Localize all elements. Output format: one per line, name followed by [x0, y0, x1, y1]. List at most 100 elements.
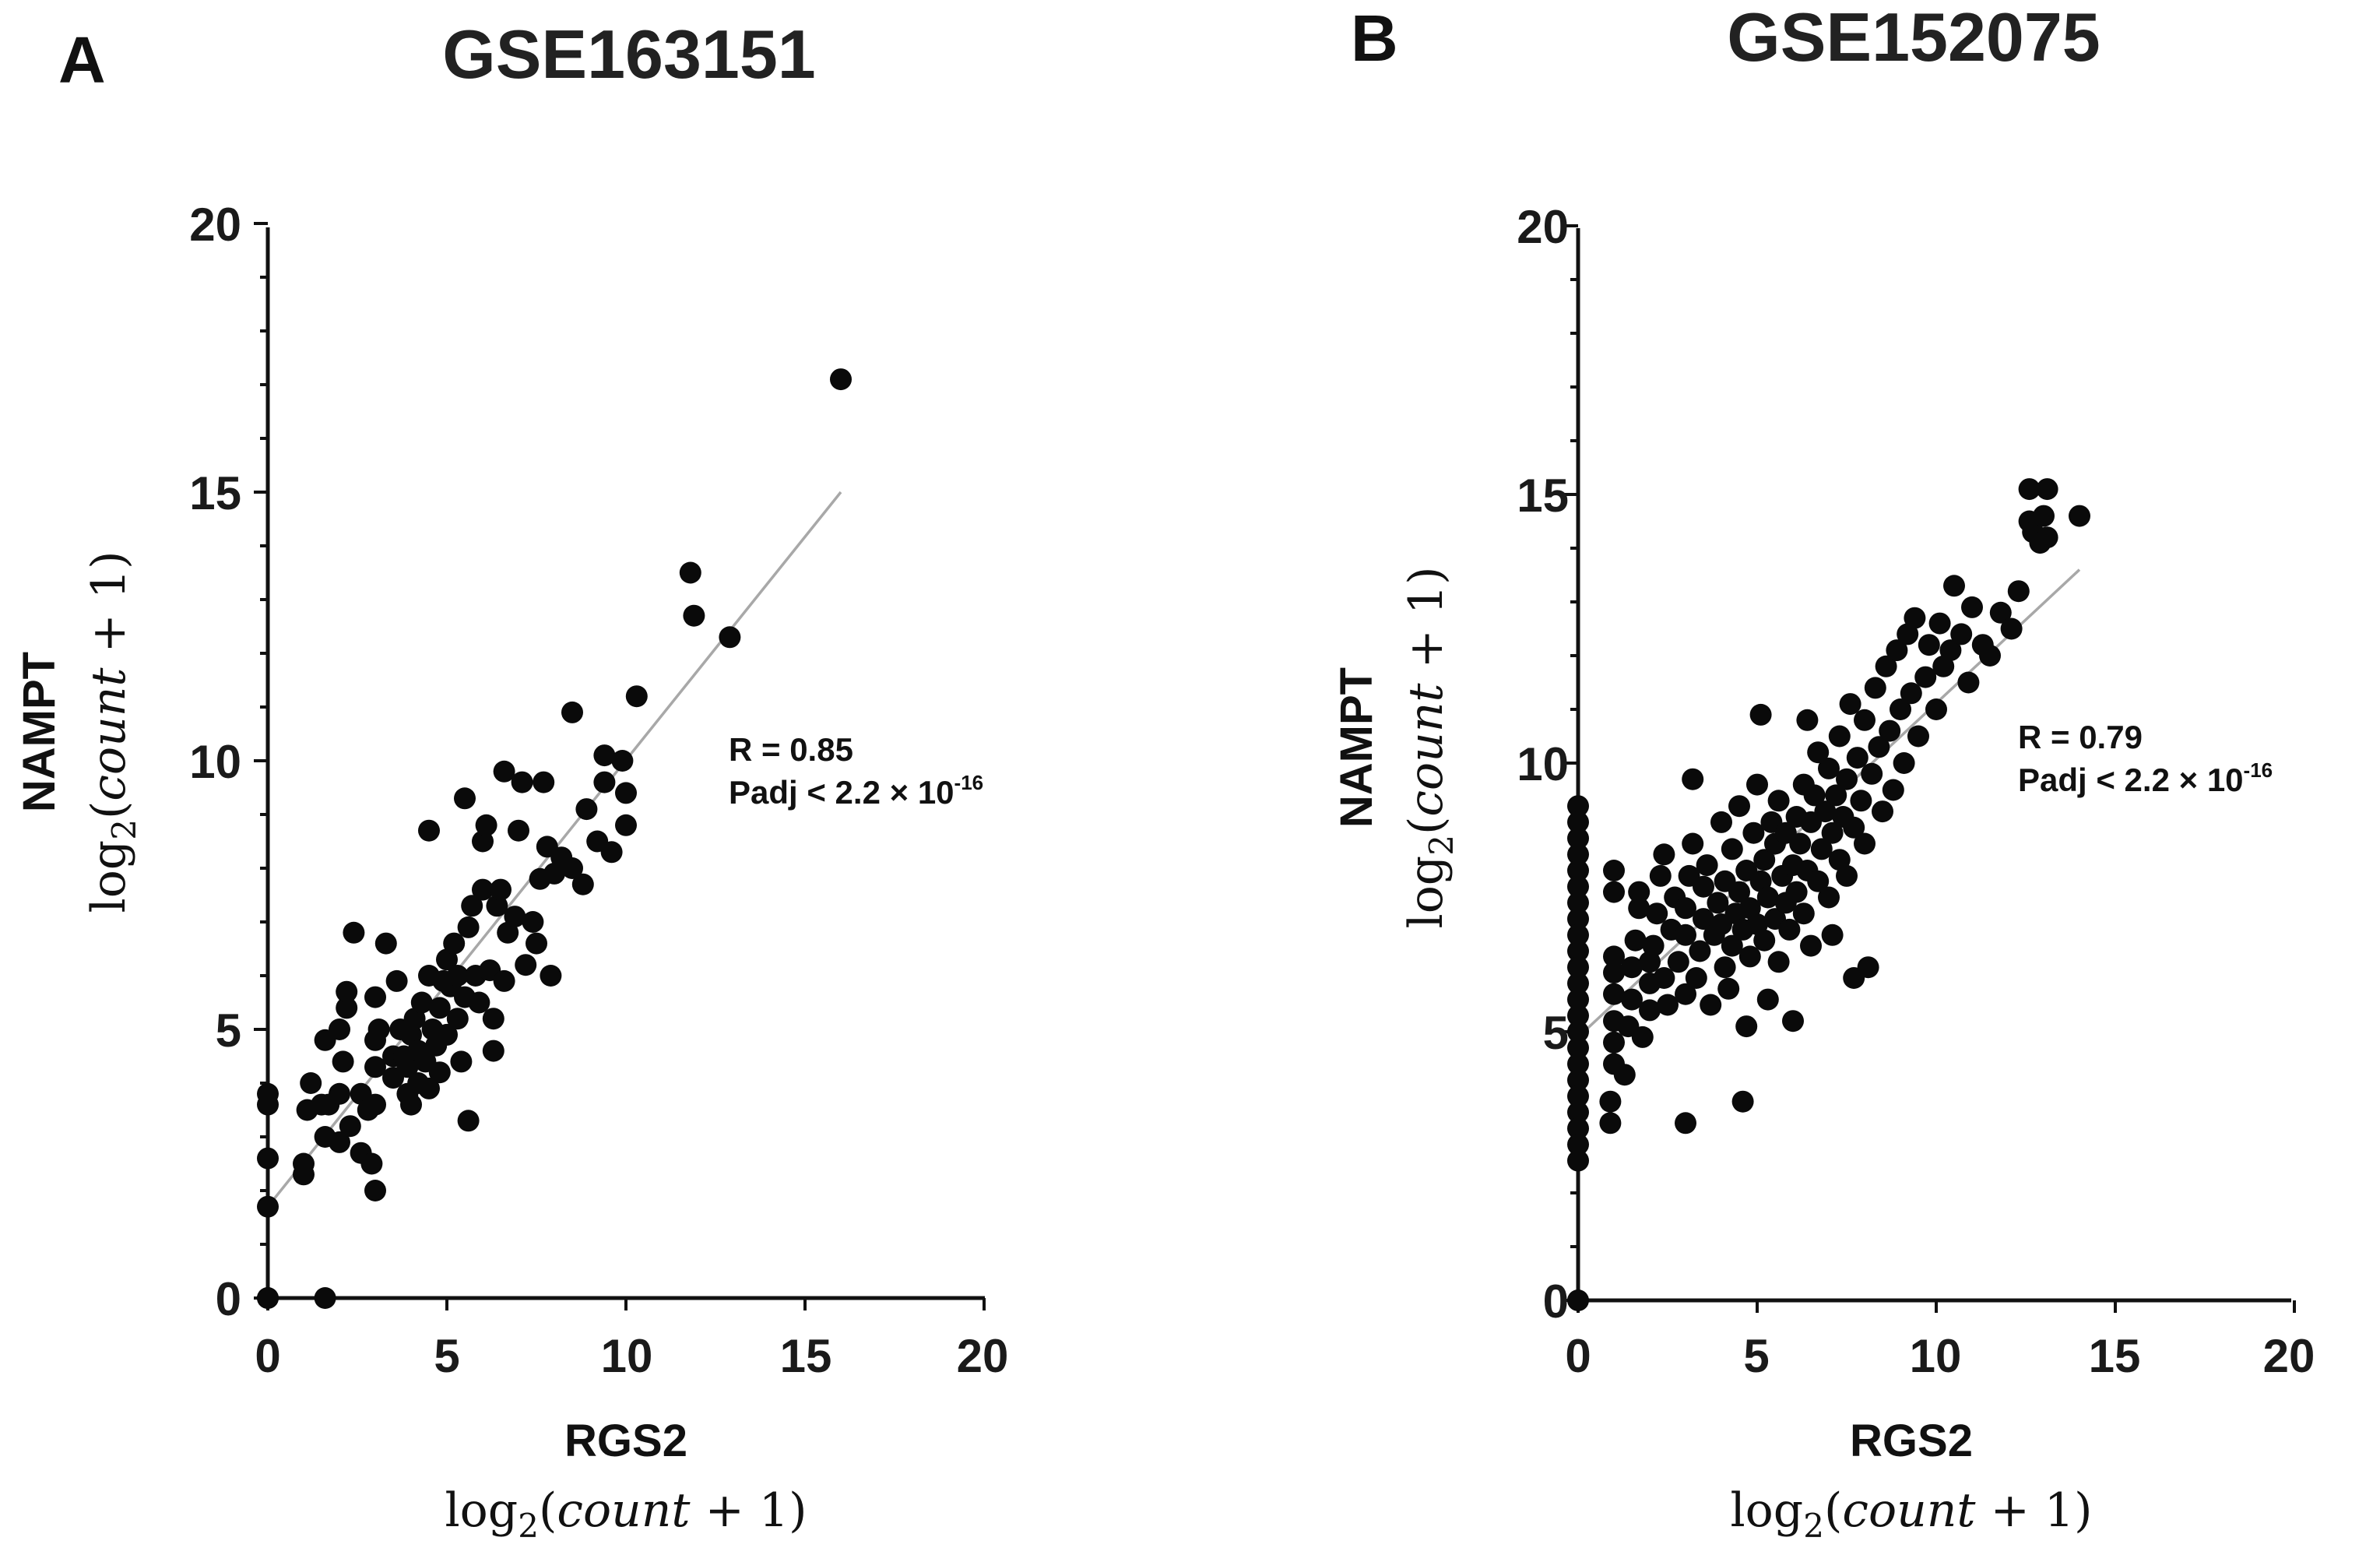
panel-b-ytick-label: 10: [1517, 738, 1569, 790]
panel-b-data-point: [1800, 934, 1822, 957]
panel-b-data-point: [1567, 860, 1589, 881]
panel-b-data-point: [1567, 843, 1589, 866]
panel-b-data-point: [1879, 719, 1901, 742]
panel-b-data-point: [1753, 849, 1776, 871]
panel-b-data-point: [1825, 784, 1847, 807]
panel-b-data-point: [1567, 1085, 1589, 1107]
panel-a-data-point: [830, 368, 852, 391]
panel-a-title: GSE163151: [442, 16, 816, 93]
panel-b-data-point: [1850, 790, 1872, 812]
panel-b-data-point: [1907, 725, 1929, 748]
panel-b-data-point: [1721, 934, 1743, 957]
panel-b-data-point: [1657, 994, 1679, 1016]
panel-a-xtick-label: 20: [957, 1330, 1009, 1382]
panel-a-data-point: [490, 878, 512, 901]
panel-b-data-point: [1624, 929, 1647, 952]
panel-a-data-point: [475, 814, 497, 836]
panel-a-data-point: [418, 1077, 440, 1099]
panel-a-data-point: [428, 997, 451, 1019]
panel-b-data-point: [1807, 741, 1830, 764]
panel-a-points: [257, 368, 852, 1309]
panel-a-r-annotation: R = 0.85: [729, 731, 853, 768]
panel-b-data-point: [1753, 929, 1776, 952]
panel-b-data-point: [1717, 977, 1740, 1000]
panel-b-data-point: [1821, 821, 1844, 844]
panel-b-data-point: [1603, 860, 1625, 881]
panel-b-data-point: [1567, 1149, 1589, 1172]
panel-a-data-point: [511, 771, 533, 793]
panel-b-data-point: [1603, 962, 1625, 984]
panel-b-data-point: [2000, 617, 2023, 640]
panel-b-data-point: [1675, 923, 1696, 946]
panel-a-data-point: [571, 873, 594, 895]
panel-b-data-point: [1728, 795, 1750, 818]
panel-a-data-point: [339, 1115, 361, 1138]
panel-b-points: [1567, 478, 2090, 1311]
panel-a-data-point: [314, 1287, 336, 1309]
panel-b-data-point: [1599, 1112, 1622, 1135]
panel-b-ytick-label: 15: [1517, 470, 1569, 522]
panel-b-data-point: [1756, 886, 1779, 909]
panel-a-data-point: [446, 965, 469, 987]
panel-b-data-point: [1864, 677, 1886, 699]
panel-b-data-point: [1875, 655, 1897, 677]
panel-a-padj-annotation: Padj < 2.2 × 10-16: [729, 771, 983, 811]
panel-a-data-point: [533, 771, 555, 793]
panel-a-data-point: [461, 895, 483, 917]
panel-b-data-point: [1567, 923, 1589, 946]
panel-b-data-point: [1700, 994, 1722, 1016]
panel-a-ytick-label: 10: [189, 736, 241, 788]
panel-b-data-point: [1567, 1133, 1589, 1156]
panel-b-xtick-label: 10: [1910, 1330, 1962, 1382]
panel-a-data-point: [611, 750, 634, 772]
panel-b: B GSE152075 0 5 10 15 20 0 5 10 15 20 RG…: [1331, 0, 2315, 1545]
panel-a-data-point: [364, 1056, 386, 1078]
panel-a-data-point: [400, 1093, 422, 1116]
panel-b-data-point: [1682, 832, 1704, 855]
panel-a-y-axis-title: NAMPT: [14, 652, 65, 812]
panel-b-data-point: [1682, 768, 1704, 790]
panel-b-data-point: [1567, 795, 1589, 818]
panel-a-ytick-label: 15: [189, 467, 241, 519]
panel-a-data-point: [457, 916, 480, 938]
panel-b-data-point: [1814, 800, 1837, 823]
panel-b-y-axis-title: NAMPT: [1331, 667, 1382, 828]
panel-b-data-point: [1900, 682, 1922, 705]
panel-b-data-point: [1603, 1031, 1625, 1054]
panel-b-data-point: [1731, 1090, 1754, 1113]
panel-a-data-point: [522, 911, 544, 933]
panel-b-data-point: [1893, 752, 1915, 774]
panel-b-data-point: [1567, 1021, 1589, 1043]
panel-a-data-point: [364, 986, 386, 1008]
panel-b-data-point: [1778, 918, 1801, 941]
panel-a-data-point: [679, 561, 701, 584]
panel-b-data-point: [1939, 639, 1962, 662]
panel-b-data-point: [1785, 881, 1808, 903]
panel-b-data-point: [1767, 951, 1790, 973]
panel-b-data-point: [1957, 671, 1980, 694]
panel-a-data-point: [336, 980, 358, 1003]
panel-a-ytick-label: 5: [216, 1004, 241, 1057]
panel-a-data-point: [561, 701, 583, 723]
panel-a-data-point: [300, 1072, 322, 1094]
panel-b-data-point: [2069, 505, 2090, 527]
panel-b-data-point: [1872, 800, 1893, 823]
panel-b-data-point: [1675, 897, 1696, 920]
panel-b-title: GSE152075: [1727, 0, 2101, 76]
panel-a-letter: A: [58, 23, 106, 97]
panel-b-data-point: [1950, 623, 1973, 646]
panel-a-data-point: [493, 760, 515, 783]
panel-a-data-point: [504, 906, 526, 928]
panel-b-data-point: [1667, 951, 1689, 973]
panel-a-data-point: [360, 1152, 383, 1175]
panel-b-data-point: [1613, 1064, 1636, 1086]
panel-b-data-point: [1696, 854, 1718, 877]
panel-a-data-point: [446, 1008, 469, 1030]
panel-b-data-point: [1646, 902, 1668, 925]
panel-a-plot-area: [254, 222, 986, 1310]
panel-b-data-point: [2036, 478, 2058, 501]
panel-a-data-point: [615, 814, 637, 836]
panel-b-data-point: [1836, 768, 1858, 790]
panel-a-data-point: [329, 1018, 350, 1040]
